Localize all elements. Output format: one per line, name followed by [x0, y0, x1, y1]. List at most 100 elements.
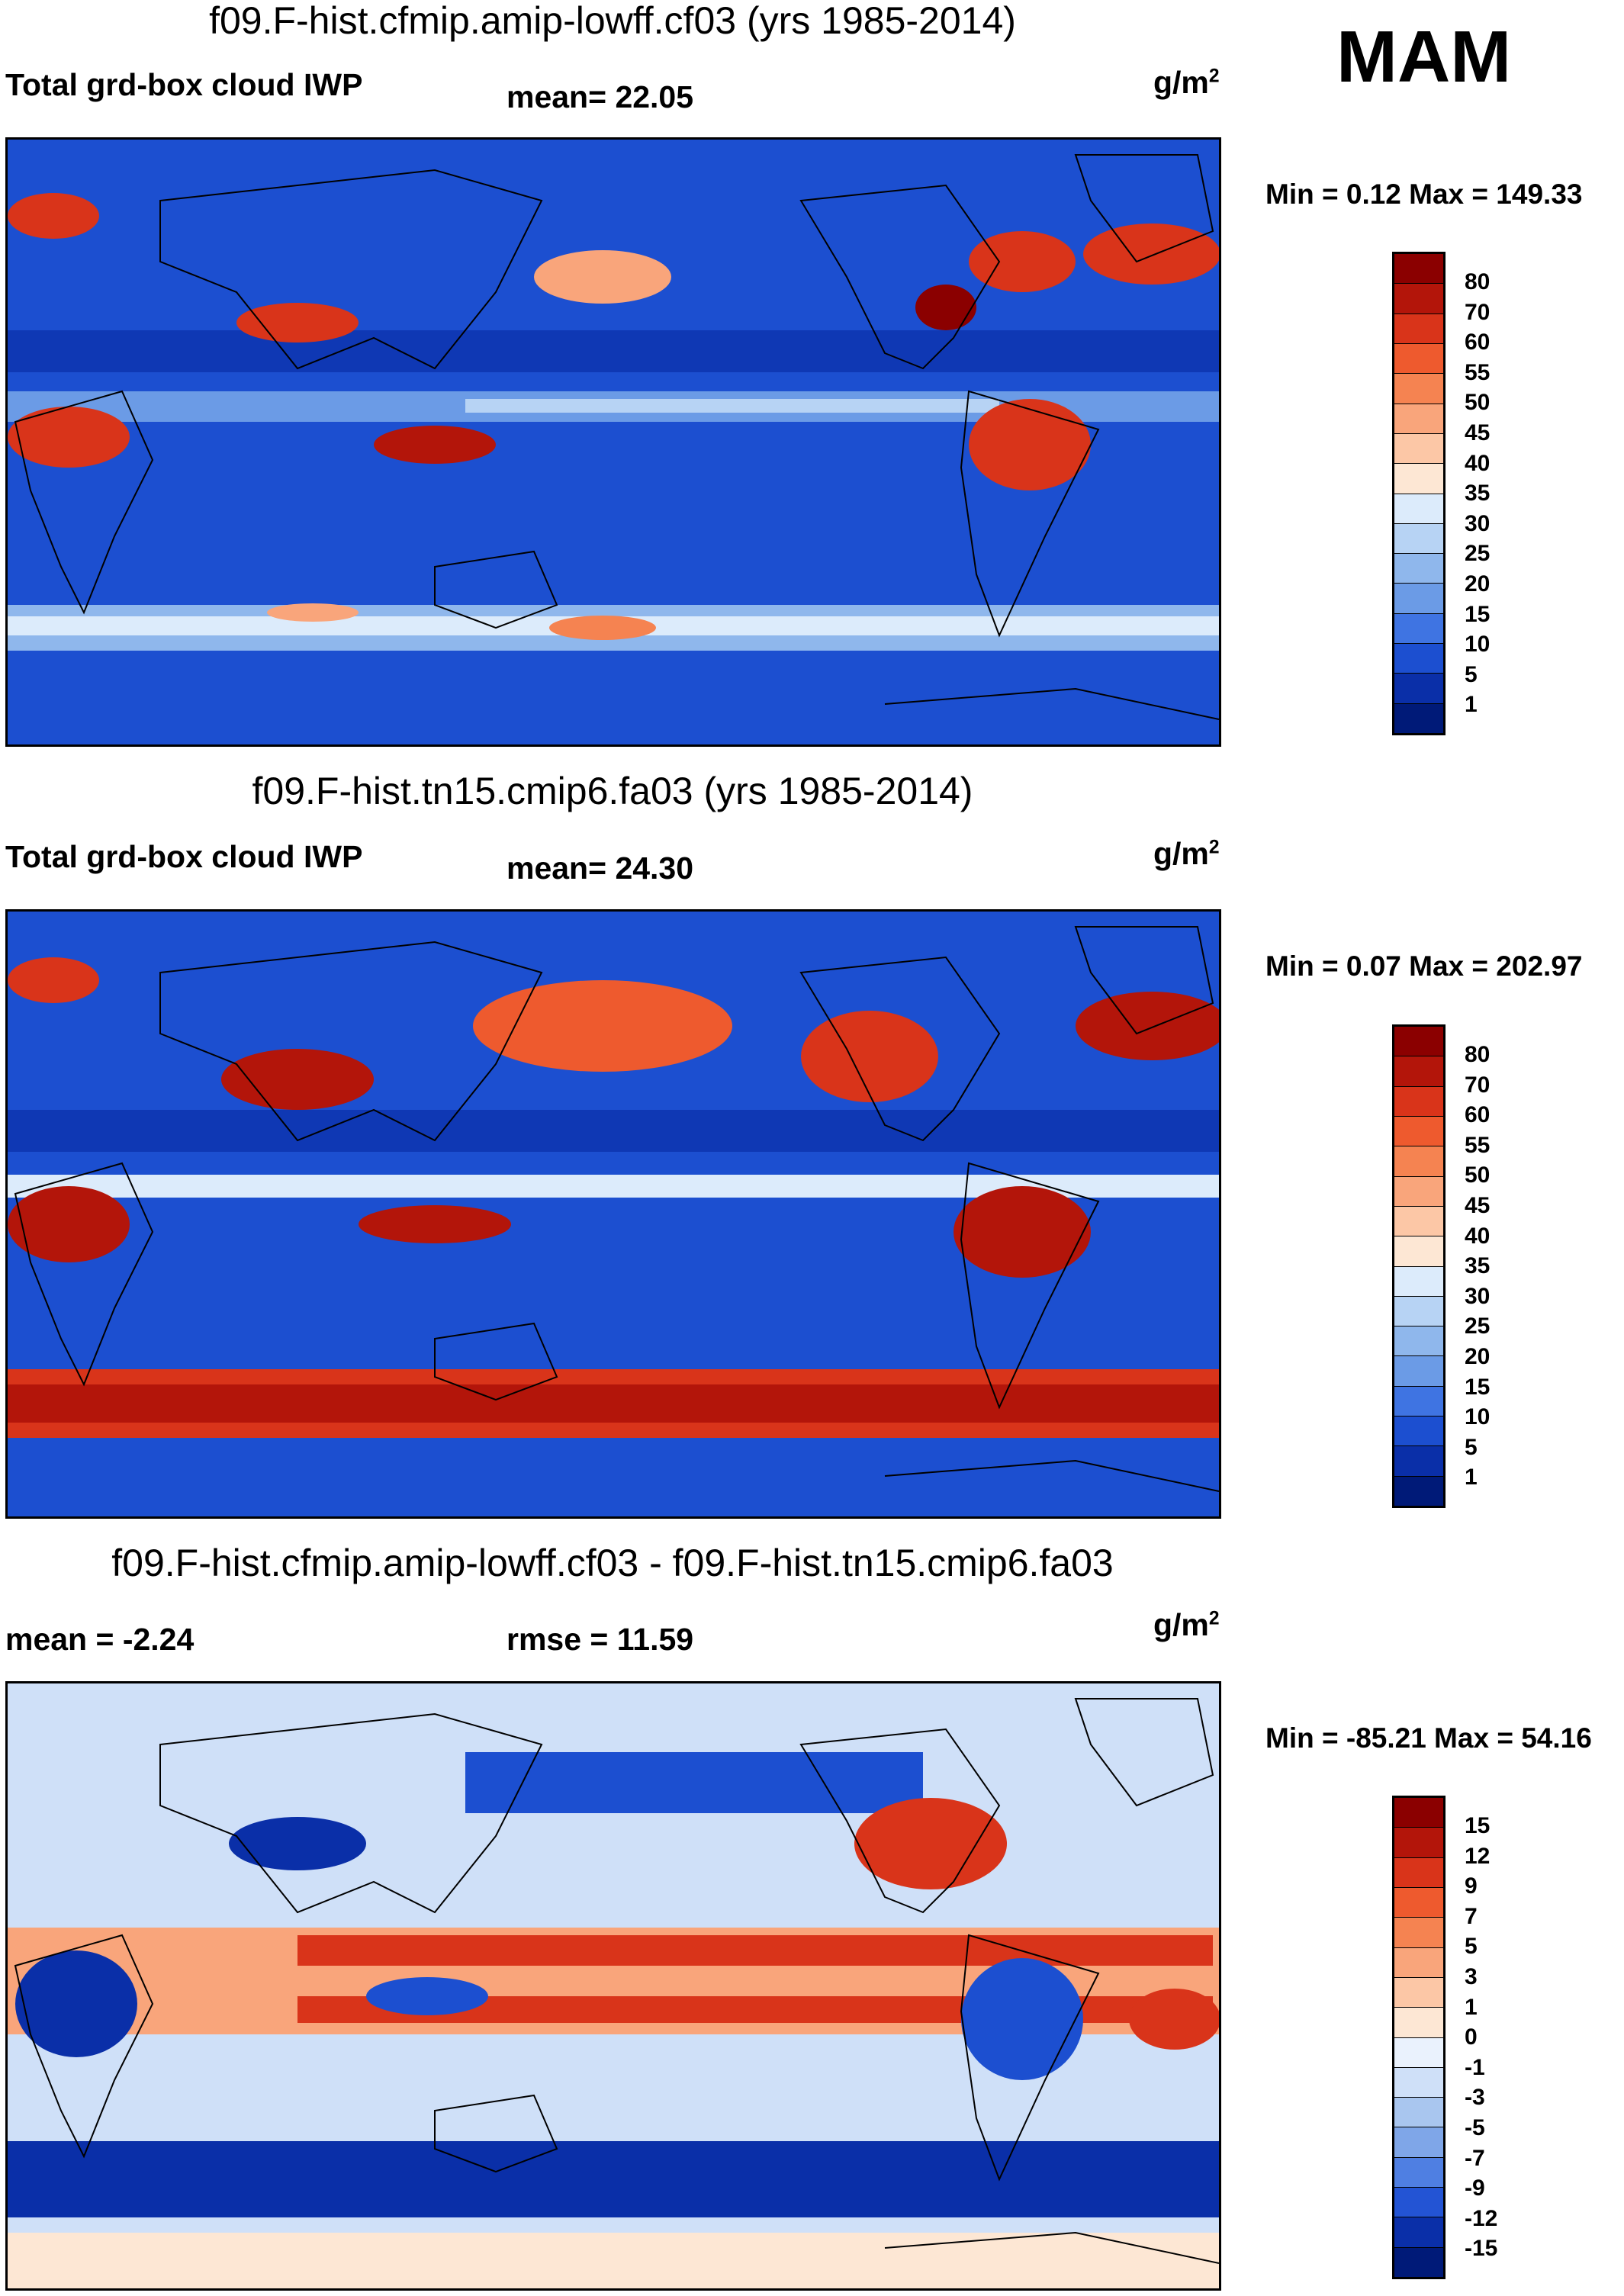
panel-2-map: [5, 909, 1221, 1519]
colorbar-tick: 1: [1465, 692, 1478, 717]
warm-patch: [267, 603, 359, 622]
panel-2-minmax: Min = 0.07 Max = 202.97: [1265, 950, 1583, 982]
colorbar-tick: -15: [1465, 2236, 1498, 2261]
colorbar-segment: [1394, 613, 1443, 645]
colorbar-tick: 15: [1465, 602, 1491, 627]
panel-1-minmax: Min = 0.12 Max = 149.33: [1265, 178, 1583, 210]
colorbar-segment: [1394, 2188, 1443, 2218]
northern-dark-band: [465, 1752, 923, 1813]
subtropical-dark-band: [8, 330, 1219, 372]
tropical-warm-core: [297, 1935, 1213, 1966]
colorbar-segment: [1394, 1828, 1443, 1858]
panel-1-colorbar-ticks: 80 70 60 55 50 45 40 35 30 25 20 15 10 5…: [1465, 252, 1526, 735]
panel-2-mean: mean= 24.30: [506, 851, 694, 886]
panel-1-units: g/m2: [1153, 65, 1220, 100]
colorbar-segment: [1394, 1918, 1443, 1948]
colorbar-tick: 60: [1465, 330, 1491, 355]
warm-patch: [969, 399, 1091, 490]
southern-storm-track-core: [8, 1384, 1219, 1423]
coastlines: [14, 926, 1219, 1492]
cool-patch: [229, 1817, 366, 1870]
colorbar-tick: 70: [1465, 300, 1491, 325]
colorbar-segment: [1394, 404, 1443, 434]
warm-patch: [534, 250, 671, 304]
colorbar-tick: 80: [1465, 1042, 1491, 1067]
colorbar-segment: [1394, 703, 1443, 733]
panel-1-map: [5, 137, 1221, 747]
colorbar-tick: 12: [1465, 1844, 1491, 1869]
panel-3-title: f09.F-hist.cfmip.amip-lowff.cf03 - f09.F…: [111, 1542, 1114, 1584]
warm-patch: [8, 193, 99, 239]
coastlines: [14, 1698, 1219, 2264]
colorbar-tick: -9: [1465, 2175, 1485, 2201]
colorbar-tick: 60: [1465, 1102, 1491, 1127]
colorbar-segment: [1394, 1266, 1443, 1297]
warm-patch: [8, 957, 99, 1003]
colorbar-segment: [1394, 644, 1443, 674]
colorbar-segment: [1394, 1798, 1443, 1828]
warm-patch: [1083, 223, 1219, 285]
colorbar-tick: 55: [1465, 360, 1491, 385]
colorbar-segment: [1394, 374, 1443, 404]
colorbar-segment: [1394, 584, 1443, 614]
colorbar-tick: 10: [1465, 632, 1491, 657]
colorbar-tick: 1: [1465, 1465, 1478, 1490]
colorbar-tick: 5: [1465, 1934, 1478, 1959]
itcz-band-light: [465, 399, 999, 413]
colorbar-segment: [1394, 254, 1443, 285]
warm-patch: [8, 407, 130, 468]
subtropical-dark-band: [8, 1110, 1219, 1152]
colorbar-tick: 50: [1465, 390, 1491, 415]
colorbar-segment: [1394, 1326, 1443, 1357]
colorbar-tick: -3: [1465, 2085, 1485, 2110]
panel-3-units: g/m2: [1153, 1607, 1220, 1642]
colorbar-tick: 50: [1465, 1162, 1491, 1188]
panel-2-title: f09.F-hist.tn15.cmip6.fa03 (yrs 1985-201…: [252, 770, 973, 812]
colorbar-segment: [1394, 433, 1443, 465]
colorbar-segment: [1394, 1086, 1443, 1117]
colorbar-tick: 5: [1465, 662, 1478, 687]
colorbar-tick: 40: [1465, 1224, 1491, 1249]
colorbar-tick: 40: [1465, 451, 1491, 476]
colorbar-segment: [1394, 1476, 1443, 1506]
colorbar-tick: 80: [1465, 269, 1491, 294]
warm-patch: [473, 980, 732, 1072]
colorbar-tick: 0: [1465, 2024, 1478, 2050]
colorbar-segment: [1394, 343, 1443, 375]
colorbar-segment: [1394, 2157, 1443, 2188]
colorbar-tick: 30: [1465, 1284, 1491, 1309]
cool-patch: [961, 1958, 1083, 2080]
colorbar-segment: [1394, 1977, 1443, 2008]
colorbar-tick: 20: [1465, 1344, 1491, 1369]
southern-dark-band: [8, 2141, 1219, 2217]
colorbar-tick: 30: [1465, 511, 1491, 536]
panel-1-mean: mean= 22.05: [506, 79, 694, 114]
panel-1-title: f09.F-hist.cfmip.amip-lowff.cf03 (yrs 19…: [209, 0, 1016, 42]
warm-patch: [549, 616, 656, 640]
southern-warm-fringe: [8, 2233, 1219, 2288]
colorbar-tick: -5: [1465, 2115, 1485, 2140]
warm-patch: [1076, 992, 1219, 1060]
colorbar-tick: 15: [1465, 1375, 1491, 1400]
panel-1-colorbar: [1392, 252, 1446, 735]
panel-3-rmse: rmse = 11.59: [506, 1622, 694, 1657]
warm-patch: [236, 303, 359, 342]
panel-3-minmax: Min = -85.21 Max = 54.16: [1265, 1722, 1592, 1754]
panel-1-variable-label: Total grd-box cloud IWP: [5, 67, 363, 102]
colorbar-tick: 45: [1465, 1193, 1491, 1218]
warm-patch: [969, 231, 1076, 292]
coastlines: [14, 154, 1219, 720]
colorbar-tick: 5: [1465, 1435, 1478, 1460]
panel-2-colorbar: [1392, 1024, 1446, 1508]
panel-3-mean: mean = -2.24: [5, 1622, 195, 1657]
panel-2-units: g/m2: [1153, 836, 1220, 871]
colorbar-tick: -7: [1465, 2146, 1485, 2171]
colorbar-segment: [1394, 1887, 1443, 1918]
colorbar-segment: [1394, 1146, 1443, 1177]
colorbar-segment: [1394, 2067, 1443, 2098]
warm-patch: [359, 1205, 511, 1243]
warm-patch: [1129, 1989, 1219, 2050]
colorbar-segment: [1394, 2127, 1443, 2158]
colorbar-tick: 45: [1465, 420, 1491, 445]
colorbar-segment: [1394, 494, 1443, 524]
